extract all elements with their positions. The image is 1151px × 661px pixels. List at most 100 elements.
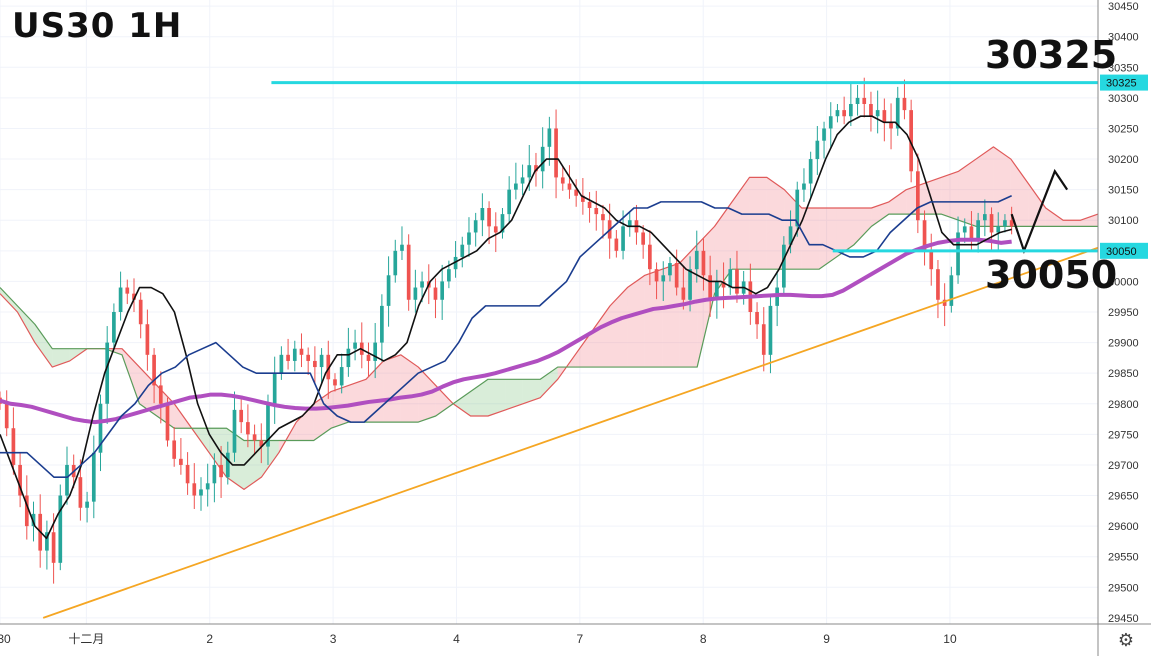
candle-body: [219, 464, 223, 478]
candle-body: [1003, 220, 1007, 227]
candles: [0, 77, 1014, 584]
indicator-lines: [0, 115, 1099, 619]
candle-body: [78, 477, 83, 508]
candle-body: [473, 220, 478, 233]
candle-body: [802, 183, 806, 190]
candle-body: [735, 269, 739, 294]
candle-body: [969, 226, 974, 239]
candle-body: [989, 214, 994, 233]
chart-title: US30 1H: [12, 6, 183, 46]
cloud-segment: [976, 146, 994, 227]
candle-body: [286, 354, 290, 361]
candle-body: [366, 354, 371, 361]
price-tick-label: 29450: [1108, 613, 1139, 625]
price-axis[interactable]: 29450 29500 29550 29600 29650 29700 29750 29800…: [1097, 0, 1148, 656]
cloud-segment: [766, 177, 785, 270]
candle-body: [942, 299, 947, 306]
candle-body: [386, 275, 391, 306]
cloud-segment: [244, 440, 262, 490]
price-tick-label: 29500: [1108, 582, 1139, 594]
candle-body: [118, 287, 123, 312]
candle-body: [808, 159, 813, 184]
time-tick-label: 8: [700, 632, 707, 646]
candle-body: [105, 342, 110, 404]
candle-body: [889, 122, 893, 129]
ichimoku-cloud: [0, 146, 1099, 491]
candle-body: [158, 385, 163, 404]
cloud-segment: [261, 440, 279, 478]
candle-body: [668, 263, 672, 276]
candle-body: [560, 177, 565, 184]
cloud-segment: [714, 201, 732, 294]
candle-body: [922, 220, 927, 251]
candle-body: [239, 409, 244, 423]
candle-body: [192, 483, 197, 496]
candle-body: [487, 208, 491, 227]
candle-body: [252, 434, 257, 441]
cloud-segment: [644, 269, 663, 368]
cloud-segment: [627, 275, 645, 368]
candle-body: [4, 403, 9, 429]
candle-body: [815, 140, 820, 160]
cloud-segment: [505, 379, 523, 410]
price-tick-label: 29700: [1108, 460, 1139, 472]
candle-body: [313, 360, 317, 368]
cloud-segment: [17, 305, 35, 343]
candle-body: [346, 348, 351, 368]
candle-body: [962, 226, 967, 233]
level-label-30050: 30050: [985, 252, 1118, 297]
candle-body: [694, 250, 699, 270]
candle-body: [701, 250, 706, 276]
cloud-segment: [854, 208, 872, 245]
candle-body: [152, 354, 156, 386]
candle-body: [828, 116, 833, 129]
cloud-segment: [139, 367, 157, 416]
candle-body: [842, 110, 846, 117]
cloud-segment: [610, 287, 628, 368]
candle-body: [500, 214, 505, 233]
candle-body: [574, 189, 579, 196]
candle-body: [353, 342, 357, 349]
candle-body: [514, 183, 518, 190]
cloud-segment: [575, 330, 593, 368]
candle-body: [18, 464, 22, 496]
candle-body: [326, 354, 331, 380]
cloud-segment: [1063, 220, 1081, 227]
candle-body: [420, 281, 424, 288]
time-tick-label: 7: [576, 632, 583, 646]
trendline: [42, 246, 1099, 619]
candle-body: [581, 195, 585, 202]
candle-body: [755, 312, 759, 325]
candle-body: [266, 403, 270, 447]
time-axis[interactable]: 30 十二月 2 3 4 7 8 9 10: [0, 623, 1151, 646]
level-label-30325: 30325: [985, 32, 1118, 77]
candle-body: [855, 97, 860, 104]
candle-body: [587, 201, 592, 208]
candle-body: [51, 532, 56, 563]
gear-icon[interactable]: ⚙: [1117, 630, 1135, 650]
cloud-segment: [801, 208, 820, 270]
cloud-segment: [435, 385, 454, 416]
time-tick-label: 3: [330, 632, 337, 646]
candle-body: [648, 244, 652, 270]
cloud-segment: [1028, 183, 1046, 227]
candle-body: [882, 110, 887, 123]
cloud-segment: [52, 348, 70, 368]
candle-body: [453, 256, 458, 270]
candle-body: [507, 189, 512, 215]
candle-body: [936, 269, 940, 300]
candle-body: [614, 238, 619, 251]
candle-body: [272, 373, 277, 404]
candle-body: [875, 110, 880, 117]
candle-body: [447, 269, 451, 282]
candle-body: [406, 244, 411, 300]
time-tick-label: 30: [0, 632, 11, 646]
candle-body: [460, 244, 465, 257]
candle-body: [467, 232, 471, 245]
level-price-badge: [1100, 242, 1148, 259]
candle-body: [306, 354, 311, 361]
candle-body: [661, 275, 666, 282]
cloud-segment: [592, 305, 610, 368]
